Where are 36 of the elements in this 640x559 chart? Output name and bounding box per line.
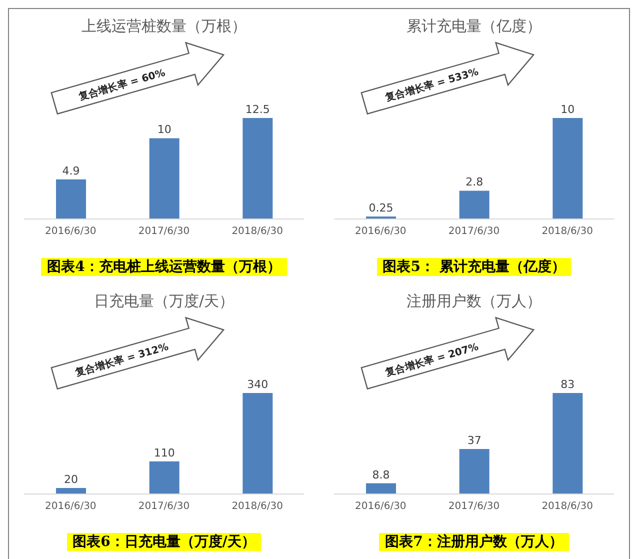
data-label: 12.5 — [245, 103, 270, 116]
x-tick-label: 2018/6/30 — [542, 501, 593, 512]
text: 复合增长率 = 533% — [383, 66, 480, 104]
text: 图表4：充电桩上线运营数量（万根） — [41, 258, 287, 276]
text: 图表5： 累计充电量（亿度） — [376, 258, 572, 276]
x-tick-label: 2018/6/30 — [542, 226, 593, 238]
text: 复合增长率 = 312% — [73, 340, 170, 380]
x-tick-label: 2016/6/30 — [355, 226, 406, 238]
data-label: 8.8 — [372, 468, 390, 482]
data-label: 110 — [154, 446, 175, 460]
x-tick-label: 2018/6/30 — [232, 501, 283, 512]
data-label: 2.8 — [466, 176, 484, 189]
data-label: 83 — [560, 378, 575, 391]
data-label: 10 — [157, 123, 172, 136]
x-tick-label: 2017/6/30 — [138, 226, 190, 238]
x-tick-label: 2017/6/30 — [448, 226, 500, 238]
chart-title: 日充电量（万度/天） — [92, 291, 236, 312]
text: 复合增长率 = 207% — [383, 340, 480, 380]
x-tick-label: 2016/6/30 — [45, 226, 96, 238]
x-tick-label: 2016/6/30 — [45, 501, 96, 512]
chart-title: 上线运营桩数量（万根） — [80, 16, 248, 37]
data-label: 37 — [467, 434, 482, 447]
text: 复合增长率 = 60% — [76, 66, 167, 104]
x-tick-label: 2018/6/30 — [232, 226, 283, 238]
data-label: 4.9 — [62, 164, 80, 178]
data-label: 0.25 — [368, 201, 394, 214]
data-label: 340 — [247, 378, 268, 391]
data-label: 10 — [560, 103, 575, 116]
text: 图表6：日充电量（万度/天） — [66, 533, 262, 551]
x-tick-label: 2017/6/30 — [138, 501, 190, 512]
chart-title: 注册用户数（万人） — [406, 291, 542, 312]
data-label: 20 — [64, 473, 78, 486]
x-tick-label: 2017/6/30 — [448, 501, 500, 512]
x-tick-label: 2016/6/30 — [355, 501, 406, 512]
chart-title: 累计充电量（亿度） — [406, 16, 542, 37]
text: 图表7：注册用户数（万人） — [379, 533, 569, 551]
